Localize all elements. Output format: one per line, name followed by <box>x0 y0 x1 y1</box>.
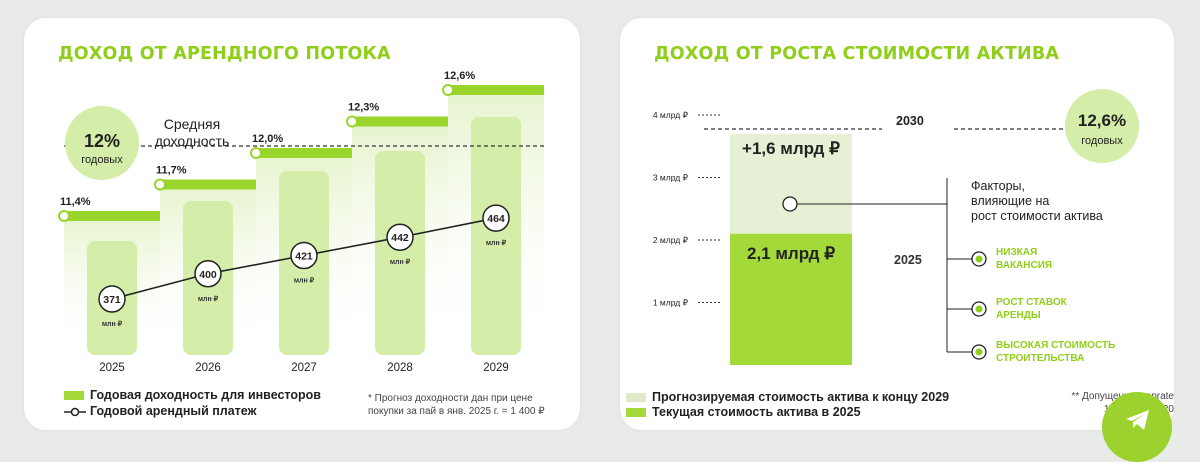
rent-payment-point <box>386 223 414 251</box>
year-tick-label: 2025 <box>99 362 125 374</box>
yield-band <box>256 148 352 158</box>
year-tick-label: 2029 <box>483 362 509 374</box>
growth-badge <box>1065 89 1139 163</box>
yield-badge-value: 12% <box>84 131 120 151</box>
legend-swatch-current <box>626 408 646 418</box>
rental-income-title: ДОХОД ОТ АРЕНДНОГО ПОТОКА <box>58 44 391 64</box>
yield-marker <box>442 84 454 96</box>
factor-marker-dot <box>975 305 983 313</box>
rent-payment-point <box>290 241 318 270</box>
factors-heading: рост стоимости актива <box>971 209 1103 223</box>
yield-marker <box>58 210 70 222</box>
factor-connector-dot <box>782 196 798 212</box>
forecast-note: * Прогноз доходности дан при цене покупки… <box>368 393 545 417</box>
year-tick-label: 2026 <box>195 362 221 374</box>
rent-payment-value: 464 <box>487 213 505 225</box>
year-tick-label: 2028 <box>387 362 413 374</box>
telegram-icon <box>1126 410 1149 430</box>
yield-marker <box>154 178 166 191</box>
legend-current-value: Текущая стоимость актива в 2025 <box>626 405 861 419</box>
y-tick-label: 1 млрд ₽ <box>653 298 689 308</box>
rent-payment-point <box>194 260 222 288</box>
asset-growth-title: ДОХОД ОТ РОСТА СТОИМОСТИ АКТИВА <box>654 44 1060 64</box>
yield-label: 12,3% <box>348 102 379 114</box>
yield-band <box>352 116 448 127</box>
rent-payment-point <box>482 204 510 232</box>
gain-label: +1,6 млрд ₽ <box>742 139 840 158</box>
y-tick-label: 2 млрд ₽ <box>653 235 689 245</box>
yield-bar <box>375 151 425 355</box>
growth-badge-value: 12,6% <box>1078 111 1126 130</box>
year-2030-label: 2030 <box>896 114 924 128</box>
yield-label: 11,4% <box>60 196 91 208</box>
factor-label: НИЗКАЯ <box>996 247 1037 258</box>
rent-payment-unit: млн ₽ <box>294 277 315 285</box>
asset-growth-card: ДОХОД ОТ РОСТА СТОИМОСТИ АКТИВА 1 млрд ₽… <box>620 18 1174 430</box>
rent-payment-point <box>98 285 126 313</box>
rent-payment-value: 371 <box>103 294 121 306</box>
y-tick-label: 3 млрд ₽ <box>653 173 689 183</box>
yield-badge <box>65 106 139 180</box>
yield-band <box>160 179 256 190</box>
rental-income-chart: 11,4% 2025 11,7% 2026 12,0% 2027 12,3% 2028 12,6… <box>58 70 544 374</box>
legend-swatch-forecast <box>626 393 646 403</box>
factors-heading: Факторы, <box>971 179 1025 193</box>
factor-label: РОСТ СТАВОК <box>996 297 1068 308</box>
factor-marker-dot <box>975 348 983 356</box>
yield-label: 11,7% <box>156 165 187 177</box>
factor-label: АРЕНДЫ <box>996 310 1041 321</box>
rent-payment-unit: млн ₽ <box>486 239 507 247</box>
rent-payment-unit: млн ₽ <box>390 258 411 266</box>
rent-payment-value: 400 <box>199 269 217 281</box>
legend-forecast-value: Прогнозируемая стоимость актива к концу … <box>626 390 949 404</box>
rent-payment-value: 421 <box>295 251 313 263</box>
factor-label: ВАКАНСИЯ <box>996 260 1052 271</box>
legend-rent-payment: Годовой арендный платеж <box>64 404 256 418</box>
yield-band <box>64 211 160 221</box>
y-tick-label: 4 млрд ₽ <box>653 110 689 120</box>
yield-label: 12,0% <box>252 133 283 145</box>
yield-label: 12,6% <box>444 70 475 82</box>
factor-label: СТРОИТЕЛЬСТВА <box>996 353 1084 364</box>
rental-income-card: ДОХОД ОТ АРЕНДНОГО ПОТОКА 11,4% 2025 11,7%… <box>24 18 580 430</box>
yield-marker <box>250 147 262 159</box>
telegram-button[interactable] <box>1102 392 1172 462</box>
factor-marker-dot <box>975 255 983 263</box>
rent-payment-unit: млн ₽ <box>198 295 219 303</box>
forecast-value-bar <box>730 133 852 234</box>
yield-band <box>448 85 544 95</box>
factors-heading: влияющие на <box>971 194 1049 208</box>
legend-line-marker <box>64 407 86 416</box>
factor-label: ВЫСОКАЯ СТОИМОСТЬ <box>996 340 1115 351</box>
average-yield-label: доходность <box>155 133 230 149</box>
current-value-bar <box>730 233 852 365</box>
rent-payment-value: 442 <box>391 232 409 244</box>
legend-investor-yield: Годовая доходность для инвесторов <box>64 388 321 402</box>
average-yield-label: Средняя <box>164 116 220 132</box>
yield-marker <box>346 115 358 128</box>
year-2025-label: 2025 <box>894 253 922 267</box>
current-value-label: 2,1 млрд ₽ <box>747 244 835 263</box>
legend-swatch-yield <box>64 391 84 401</box>
asset-growth-chart: 1 млрд ₽ 2 млрд ₽ 3 млрд ₽ 4 млрд ₽ +1,6 млр… <box>653 89 1139 365</box>
year-tick-label: 2027 <box>291 362 317 374</box>
growth-badge-label: годовых <box>1081 135 1123 147</box>
yield-bar <box>471 117 521 355</box>
yield-badge-label: годовых <box>81 154 123 166</box>
rent-payment-unit: млн ₽ <box>102 320 123 328</box>
